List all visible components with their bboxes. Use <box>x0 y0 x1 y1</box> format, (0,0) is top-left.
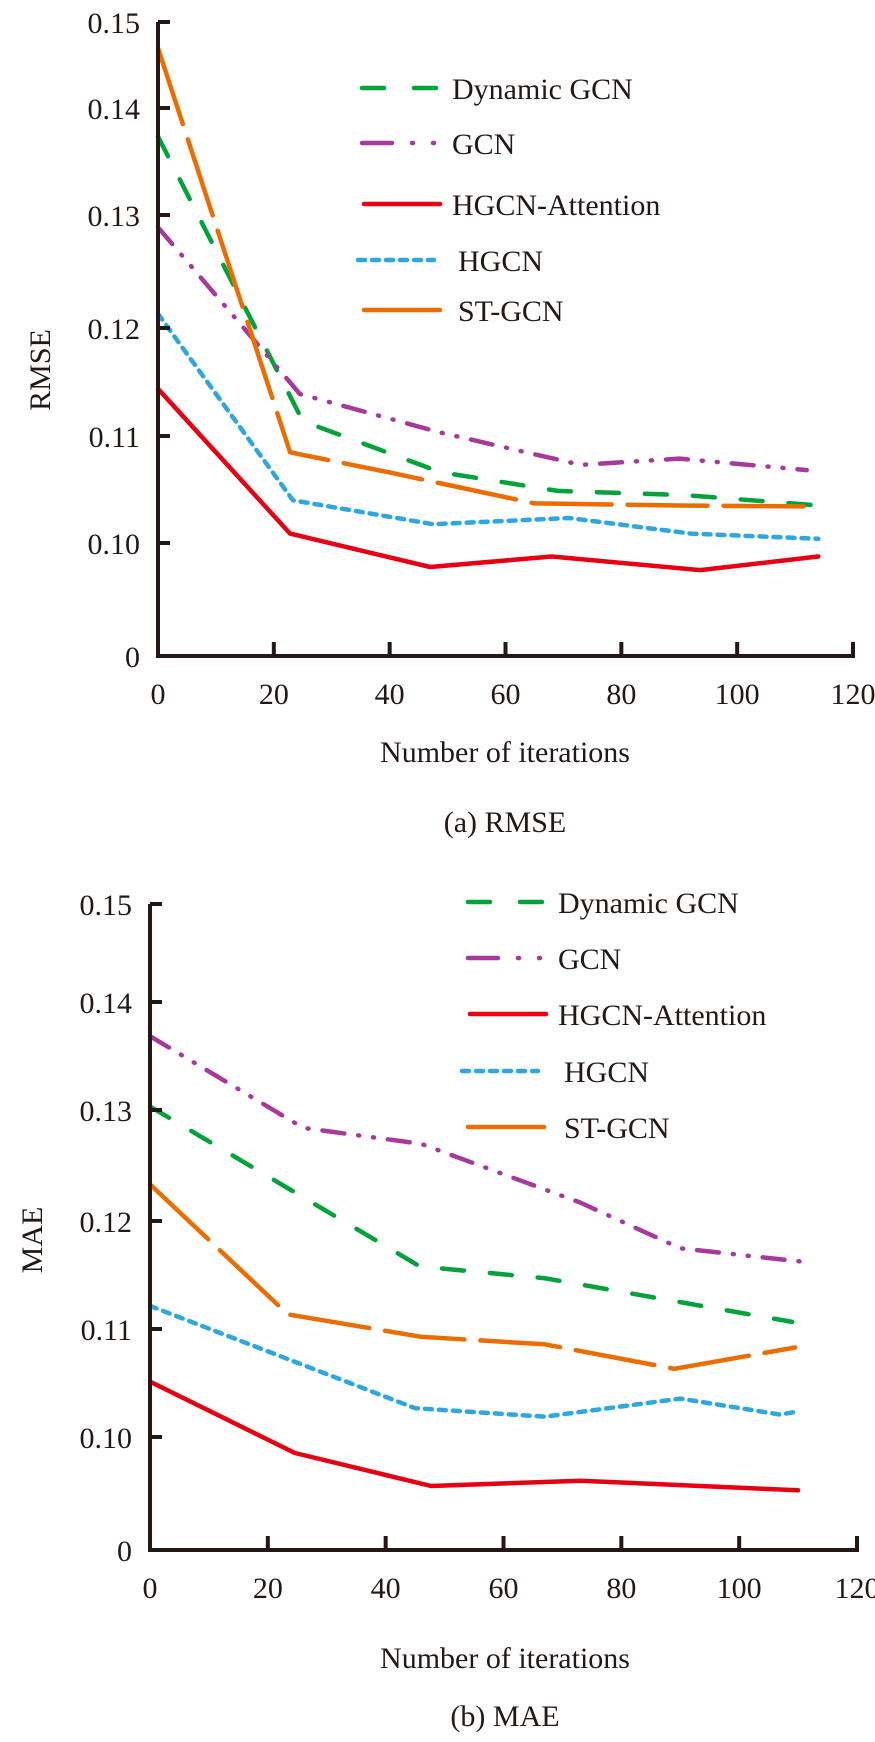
mae-series-hgcn-attention <box>147 1379 801 1493</box>
mae-x-tick-label: 20 <box>253 1572 283 1605</box>
legend-item-gcn: GCN <box>465 943 621 976</box>
mae-chart: 0 20 40 60 80 100 120 0 0.10 0.11 0.12 0.13 0.14 0.15… <box>16 887 875 1733</box>
mae-caption: (b) MAE <box>450 1700 559 1733</box>
legend-label-hgcn: HGCN <box>564 1056 649 1089</box>
rmse-y-tick-label: 0.13 <box>88 200 141 233</box>
rmse-series-layer <box>155 45 821 573</box>
mae-x-tick-label: 80 <box>606 1572 636 1605</box>
mae-x-tick-label: 100 <box>717 1572 762 1605</box>
mae-y-tick-label: 0.12 <box>80 1206 133 1239</box>
legend-label-hgcn-attention: HGCN-Attention <box>558 999 766 1032</box>
legend-item-dynamic-gcn: Dynamic GCN <box>465 887 739 920</box>
rmse-series-hgcn-attention <box>155 386 821 573</box>
rmse-y-tick-label: 0.10 <box>88 528 141 561</box>
mae-y-axis-title: MAE <box>16 1207 49 1274</box>
rmse-x-tick-label: 120 <box>831 678 875 711</box>
mae-x-tick-label: 0 <box>143 1572 158 1605</box>
mae-series-layer <box>147 1033 810 1493</box>
legend-item-gcn: GCN <box>359 128 515 161</box>
mae-legend: Dynamic GCN GCN HGCN-Attention HGCN ST-GCN <box>459 887 766 1145</box>
mae-x-tick-label: 60 <box>489 1572 519 1605</box>
legend-item-hgcn-attention: HGCN-Attention <box>361 189 660 222</box>
mae-series-gcn <box>147 1033 810 1265</box>
mae-y-tick-label: 0.13 <box>80 1095 133 1128</box>
rmse-x-tick-label: 0 <box>151 678 166 711</box>
rmse-series-dynamic-gcn <box>155 134 821 508</box>
rmse-x-tick-label: 60 <box>491 678 521 711</box>
mae-series-st-gcn <box>147 1182 798 1372</box>
legend-label-dynamic-gcn: Dynamic GCN <box>558 887 739 920</box>
rmse-y-tick-label: 0.14 <box>88 93 141 126</box>
rmse-x-axis-title: Number of iterations <box>380 736 630 769</box>
rmse-y-tick-label: 0 <box>125 641 140 674</box>
rmse-x-tick-label: 40 <box>375 678 405 711</box>
mae-x-tick-label: 120 <box>835 1572 875 1605</box>
mae-x-tick-label: 40 <box>371 1572 401 1605</box>
legend-item-hgcn: HGCN <box>459 1056 649 1089</box>
legend-label-gcn: GCN <box>452 128 515 161</box>
rmse-legend: Dynamic GCN GCN HGCN-Attention HGCN ST-GCN <box>355 73 660 328</box>
legend-label-gcn: GCN <box>558 943 621 976</box>
rmse-series-st-gcn <box>155 45 821 509</box>
rmse-series-hgcn <box>155 311 821 542</box>
rmse-y-tick-label: 0.12 <box>88 313 141 346</box>
rmse-y-tick-label: 0.15 <box>88 7 141 40</box>
rmse-x-tick-label: 20 <box>259 678 289 711</box>
legend-item-hgcn-attention: HGCN-Attention <box>467 999 766 1032</box>
mae-y-tick-label: 0.15 <box>80 889 133 922</box>
mae-y-tick-label: 0.10 <box>80 1422 133 1455</box>
rmse-chart: 0 20 40 60 80 100 120 0 0.10 0.11 0.12 0.13 0.14 0.15… <box>24 7 875 839</box>
rmse-ticks: 0 20 40 60 80 100 120 0 0.10 0.11 0.12 0.13 0.14 0.15 <box>88 7 875 711</box>
legend-label-hgcn-attention: HGCN-Attention <box>452 189 660 222</box>
legend-item-hgcn: HGCN <box>355 245 543 278</box>
rmse-x-tick-label: 80 <box>606 678 636 711</box>
rmse-series-gcn <box>155 225 809 473</box>
mae-series-dynamic-gcn <box>147 1104 795 1325</box>
mae-y-tick-label: 0 <box>117 1535 132 1568</box>
mae-series-hgcn <box>147 1303 801 1419</box>
mae-y-tick-label: 0.14 <box>80 987 133 1020</box>
legend-label-st-gcn: ST-GCN <box>564 1112 670 1145</box>
legend-label-dynamic-gcn: Dynamic GCN <box>452 73 633 106</box>
rmse-y-axis-title: RMSE <box>24 329 57 411</box>
mae-x-axis-title: Number of iterations <box>380 1642 630 1675</box>
rmse-caption: (a) RMSE <box>444 806 567 839</box>
mae-y-tick-label: 0.11 <box>81 1314 132 1347</box>
rmse-x-tick-label: 100 <box>715 678 760 711</box>
rmse-y-tick-label: 0.11 <box>89 421 140 454</box>
legend-item-st-gcn: ST-GCN <box>361 295 564 328</box>
legend-label-st-gcn: ST-GCN <box>458 295 564 328</box>
legend-label-hgcn: HGCN <box>458 245 543 278</box>
mae-ticks: 0 20 40 60 80 100 120 0 0.10 0.11 0.12 0.13 0.14 0.15 <box>80 889 875 1605</box>
legend-item-dynamic-gcn: Dynamic GCN <box>359 73 633 106</box>
legend-item-st-gcn: ST-GCN <box>465 1112 670 1145</box>
